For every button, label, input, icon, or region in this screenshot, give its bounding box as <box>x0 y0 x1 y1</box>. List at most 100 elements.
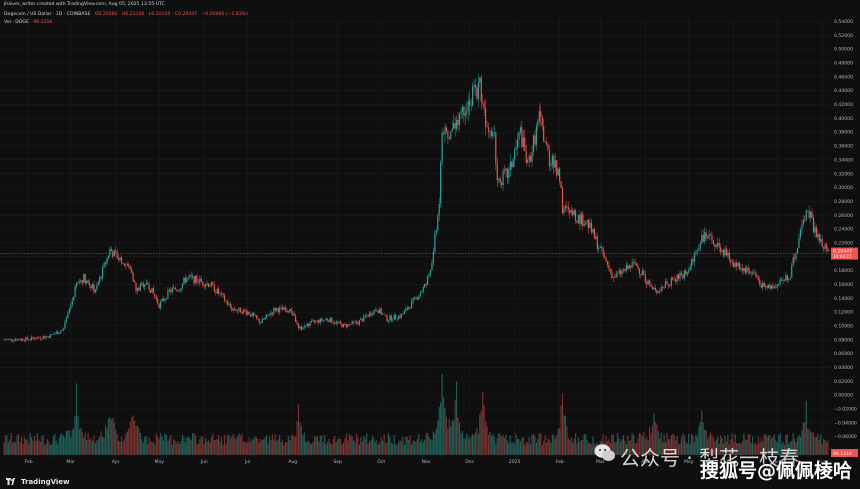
watermark-secondary: 搜狐号@佩佩棱哈 <box>700 460 853 482</box>
candle-body <box>728 252 730 260</box>
volume-bar <box>84 432 86 455</box>
volume-bar <box>296 420 298 455</box>
volume-bar <box>664 442 667 455</box>
candle-body <box>447 130 449 139</box>
volume-bar <box>377 444 379 455</box>
candle-body <box>271 312 273 314</box>
volume-bar <box>815 437 817 455</box>
volume-bar <box>193 433 195 455</box>
volume-bar <box>184 442 186 455</box>
candle-body <box>12 340 14 342</box>
volume-bar <box>437 420 439 455</box>
y-tick-label: 0.44000 <box>834 88 853 94</box>
volume-bar <box>109 417 111 455</box>
candle-body <box>225 300 227 302</box>
candle-body <box>563 208 565 213</box>
volume-bar <box>515 433 517 455</box>
volume-bar <box>392 443 394 455</box>
volume-bar <box>712 437 714 455</box>
candle-body <box>453 123 455 129</box>
volume-bar <box>310 444 313 455</box>
volume-bar <box>640 433 642 455</box>
candle-body <box>52 334 54 335</box>
volume-bar <box>151 442 153 455</box>
candle-body <box>190 275 192 277</box>
volume-bar <box>699 421 701 455</box>
candle-body <box>614 277 616 278</box>
volume-bar <box>197 443 199 455</box>
volume-bar <box>669 438 671 455</box>
candle-body <box>355 321 358 323</box>
candle-body <box>364 315 366 317</box>
candle-body <box>646 282 648 285</box>
candle-body <box>586 220 588 224</box>
volume-bar <box>189 438 191 455</box>
volume-bar <box>83 437 85 455</box>
candle-body <box>103 262 105 267</box>
candle-body <box>754 273 757 275</box>
candle-body <box>483 103 485 109</box>
volume-bar <box>741 441 744 455</box>
candle-body <box>78 282 81 283</box>
candle-body <box>824 244 826 249</box>
candle-body <box>705 232 707 239</box>
volume-bar <box>711 434 713 455</box>
volume-bar <box>502 434 504 455</box>
volume-bar <box>564 415 567 455</box>
volume-bar <box>453 420 455 455</box>
volume-bar <box>766 436 768 455</box>
volume-bar <box>463 438 465 455</box>
volume-bar <box>319 435 321 455</box>
volume-bar <box>171 444 173 455</box>
candle-body <box>102 266 104 279</box>
volume-bar <box>619 442 622 455</box>
candle-body <box>798 237 800 248</box>
candle-body <box>347 324 349 327</box>
candle-body <box>556 160 558 176</box>
volume-bar <box>264 437 266 455</box>
candle-body <box>673 279 675 280</box>
symbol-legend[interactable]: Dogecoin / US Dollar · 1D · COINBASE O0.… <box>4 12 251 17</box>
y-tick-label: −0.06000 <box>834 434 857 440</box>
price-axis[interactable]: 0.54000 0.52000 0.50000 0.48000 0.46000 0.440… <box>834 19 857 440</box>
volume-bar <box>736 442 738 455</box>
grid <box>0 18 830 455</box>
candle-body <box>186 277 188 283</box>
volume-legend[interactable]: Vol · DOGE 96.121K <box>4 20 55 25</box>
volume-bar <box>559 427 561 455</box>
candle-body <box>408 307 410 310</box>
volume-bar <box>236 436 239 455</box>
candle-body <box>132 273 134 281</box>
tradingview-logo[interactable]: TradingView <box>6 478 70 486</box>
candle-body <box>580 213 582 225</box>
volume-bar <box>80 428 82 455</box>
volume-bar <box>556 434 558 455</box>
candle-body <box>122 263 124 264</box>
volume-bar <box>122 441 124 455</box>
volume-bar <box>563 415 565 455</box>
candle-body <box>395 314 397 319</box>
candle-body <box>238 307 240 311</box>
candle-body <box>695 251 697 254</box>
volume-bar <box>408 439 410 455</box>
candle-body <box>42 336 44 340</box>
volume-bar <box>350 435 352 455</box>
candle-body <box>437 215 439 231</box>
volume-bar <box>560 405 562 455</box>
y-tick-label: 0.00000 <box>834 393 853 399</box>
candle-body <box>35 338 37 340</box>
candle-body <box>738 262 741 270</box>
candle-body <box>64 322 66 329</box>
candle-body <box>221 293 223 294</box>
volume-bar <box>358 444 361 455</box>
volume-bar <box>218 435 220 455</box>
candle-body <box>312 320 314 322</box>
volume-bar <box>225 443 227 455</box>
volume-bar <box>75 383 78 455</box>
time-axis[interactable]: Feb Mar Apr May Jun Jul Aug Sep Oct Nov Dec 2025 Feb… <box>25 459 827 465</box>
candle-body <box>519 127 522 133</box>
candle-body <box>785 274 787 281</box>
candle-body <box>109 248 111 256</box>
candle-body <box>702 234 704 242</box>
